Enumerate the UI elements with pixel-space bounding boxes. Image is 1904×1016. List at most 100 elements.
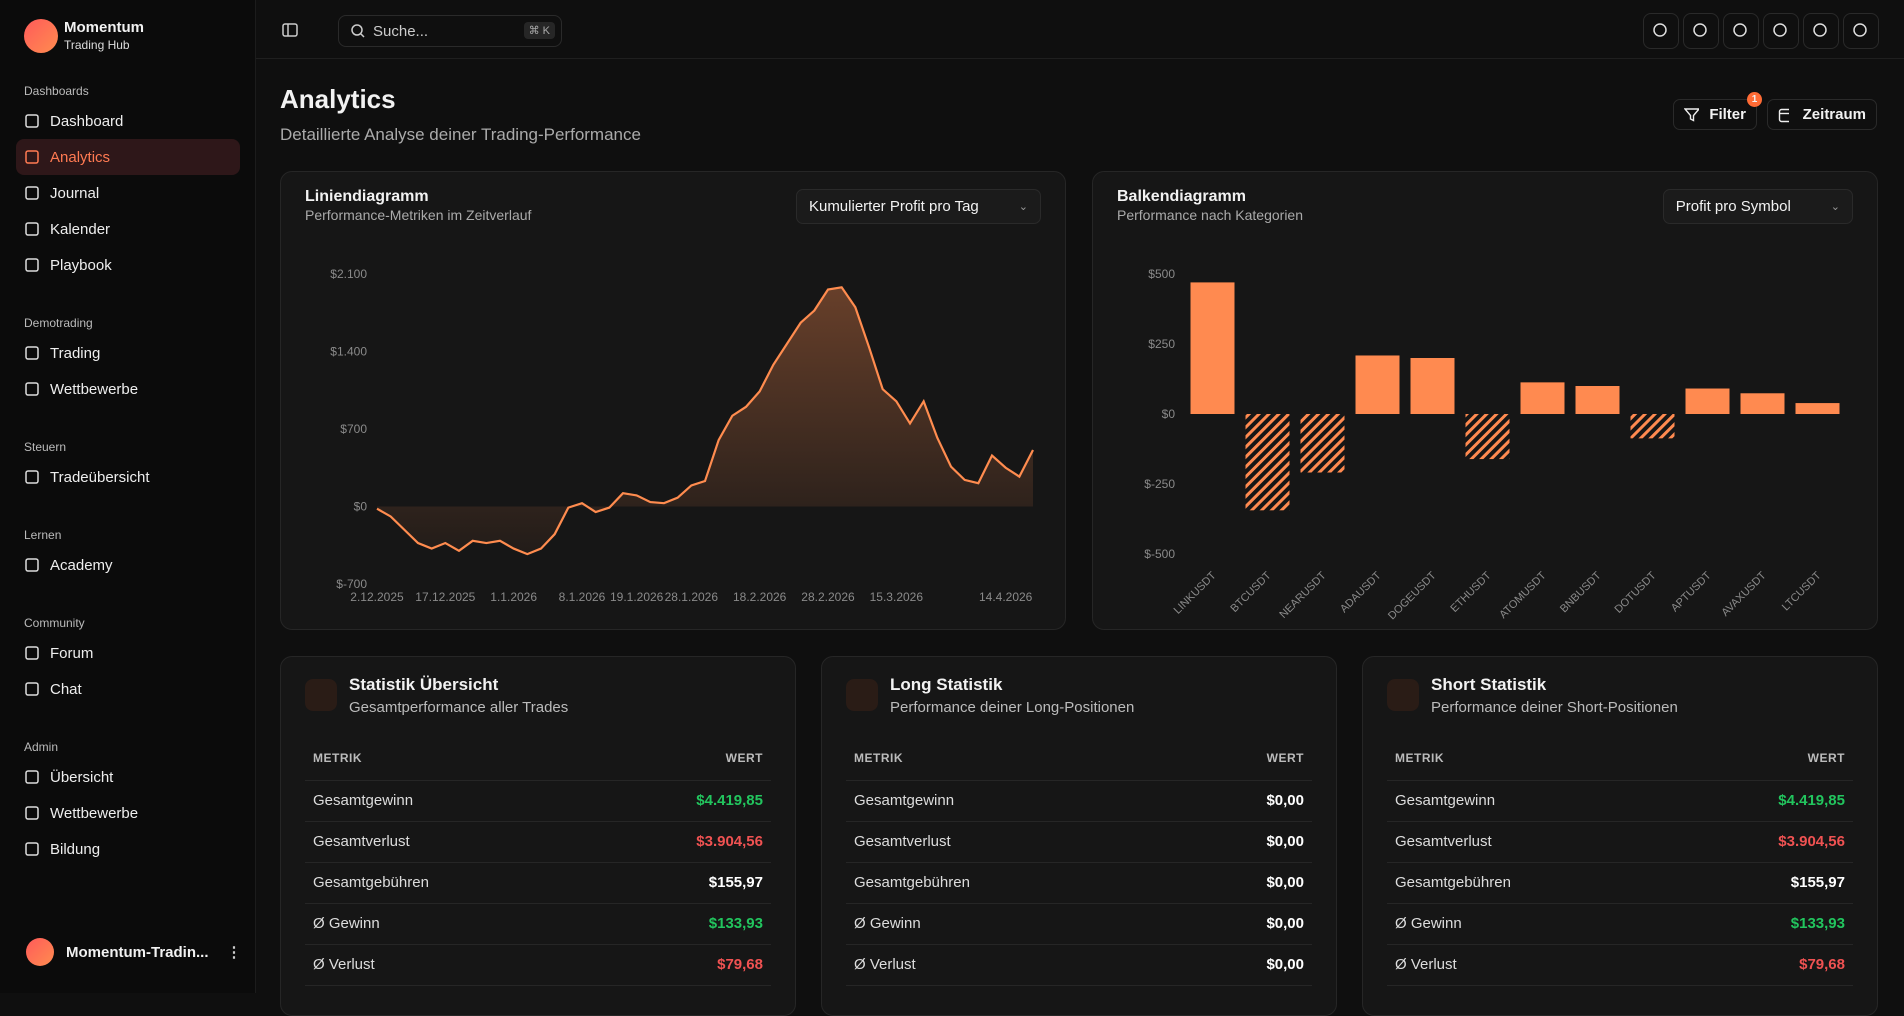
metric: Ø Gewinn <box>1395 915 1462 932</box>
metric: Gesamtgewinn <box>313 792 414 809</box>
nav-label: Übersicht <box>50 768 114 786</box>
x-tick-label: ETHUSDT <box>1448 569 1493 614</box>
table-icon <box>1387 679 1419 711</box>
value: $4.419,85 <box>696 792 763 809</box>
bar <box>1465 414 1510 460</box>
nav-item[interactable]: Academy <box>16 547 240 583</box>
icon-shape <box>1693 23 1707 37</box>
nav-icon <box>25 382 39 396</box>
nav-item[interactable]: Tradeübersicht <box>16 459 240 495</box>
bar <box>1630 414 1675 439</box>
x-tick-label: ADAUSDT <box>1338 569 1384 615</box>
icon-button[interactable] <box>1843 13 1879 49</box>
icon-shape <box>1733 23 1747 37</box>
value: $133,93 <box>1790 915 1845 932</box>
icon-shape <box>25 186 39 200</box>
range-button[interactable]: Zeitraum <box>1767 99 1877 130</box>
x-tick-label: ATOMUSDT <box>1497 569 1549 621</box>
bar <box>1740 393 1785 414</box>
bar <box>1300 414 1345 473</box>
nav-icon <box>25 186 39 200</box>
nav-section: Community <box>24 616 85 630</box>
nav-label: Dashboard <box>50 112 124 130</box>
dropdown[interactable]: Kumulierter Profit pro Tag ⌄ <box>795 189 1041 224</box>
stat-card: Statistik Übersicht Gesamtperformance all… <box>280 656 796 1016</box>
filter-badge: 1 <box>1747 92 1762 107</box>
column-header: WERT <box>725 751 763 765</box>
icon-button[interactable] <box>1643 13 1679 49</box>
nav-item[interactable]: Journal <box>16 175 240 211</box>
y-tick-label: $500 <box>1148 267 1175 281</box>
nav-item[interactable]: Trading <box>16 335 240 371</box>
bar <box>1190 282 1235 414</box>
value: $79,68 <box>1799 956 1845 973</box>
nav-icon <box>25 114 39 128</box>
nav-section: Demotrading <box>24 316 93 330</box>
nav-item[interactable]: Wettbewerbe <box>16 795 240 831</box>
y-tick-label: $-700 <box>336 577 367 591</box>
page-subtitle: Detaillierte Analyse deiner Trading-Perf… <box>280 125 641 144</box>
column-header: WERT <box>1807 751 1845 765</box>
table-row: Gesamtgewinn $0,00 <box>846 780 1312 822</box>
icon-shape <box>25 382 39 396</box>
sidebar-toggle[interactable] <box>282 22 298 38</box>
table-row: Gesamtverlust $3.904,56 <box>305 821 771 863</box>
chart-title: Balkendiagramm <box>1117 188 1246 205</box>
metric: Gesamtgebühren <box>313 874 429 891</box>
table-row: Ø Gewinn $133,93 <box>305 903 771 945</box>
brand: Momentum <box>64 19 144 36</box>
icon-shape <box>25 258 39 272</box>
nav-item[interactable]: Chat <box>16 671 240 707</box>
value: $3.904,56 <box>696 833 763 850</box>
app: {"sidebar":{"brand":"Momentum","tagline"… <box>16 0 1904 1016</box>
nav-item[interactable]: Kalender <box>16 211 240 247</box>
x-tick-label: APTUSDT <box>1669 569 1714 614</box>
nav-icon <box>25 770 39 784</box>
value: $133,93 <box>708 915 763 932</box>
nav-item[interactable]: Übersicht <box>16 759 240 795</box>
value: $79,68 <box>717 956 763 973</box>
metric: Ø Verlust <box>313 956 375 973</box>
nav-item[interactable]: Analytics <box>16 139 240 175</box>
metric: Ø Gewinn <box>854 915 921 932</box>
bar <box>1795 403 1840 414</box>
table-row: Gesamtverlust $3.904,56 <box>1387 821 1853 863</box>
icon-button[interactable] <box>1683 13 1719 49</box>
nav-label: Journal <box>50 184 100 202</box>
dropdown[interactable]: Profit pro Symbol ⌄ <box>1662 189 1853 224</box>
y-tick-label: $250 <box>1148 337 1175 351</box>
bar-chart-card: $-500 $-250 $0 $250 $500 LINKUSDT BTCUSDT NEARU… <box>1092 171 1878 630</box>
icon-button[interactable] <box>1763 13 1799 49</box>
nav-label: Analytics <box>50 148 111 166</box>
icon-shape <box>25 842 39 856</box>
nav-item[interactable]: Forum <box>16 635 240 671</box>
dropdown-label: Profit pro Symbol <box>1675 198 1791 215</box>
table-row: Gesamtgewinn $4.419,85 <box>1387 780 1853 822</box>
filter-button[interactable]: Filter 1 <box>1673 92 1762 130</box>
metric: Gesamtgebühren <box>854 874 970 891</box>
x-tick-label: 19.1.2026 <box>610 590 664 604</box>
search[interactable]: Suche... ⌘ K <box>338 15 562 47</box>
value: $3.904,56 <box>1778 833 1845 850</box>
nav-label: Tradeübersicht <box>50 468 150 486</box>
nav-item[interactable]: Playbook <box>16 247 240 283</box>
nav-section: Dashboards <box>24 84 89 98</box>
nav-item[interactable]: Dashboard <box>16 103 240 139</box>
nav-item[interactable]: Wettbewerbe <box>16 371 240 407</box>
stat-card: Long Statistik Performance deiner Long-Po… <box>821 656 1337 1016</box>
metric: Gesamtgewinn <box>854 792 955 809</box>
user-menu[interactable]: Momentum-Tradin... ⋮ <box>26 938 242 966</box>
x-tick-label: 15.3.2026 <box>870 590 924 604</box>
icon <box>1653 23 1667 37</box>
value: $0,00 <box>1266 956 1304 973</box>
value: $155,97 <box>708 874 763 891</box>
nav-item[interactable]: Bildung <box>16 831 240 867</box>
x-tick-label: BNBUSDT <box>1558 569 1604 615</box>
icon-button[interactable] <box>1803 13 1839 49</box>
nav-label: Chat <box>50 680 82 698</box>
icon-button[interactable] <box>1723 13 1759 49</box>
nav-label: Wettbewerbe <box>50 380 139 398</box>
x-tick-label: 17.12.2025 <box>415 590 475 604</box>
value: $0,00 <box>1266 915 1304 932</box>
x-tick-label: 28.1.2026 <box>665 590 719 604</box>
